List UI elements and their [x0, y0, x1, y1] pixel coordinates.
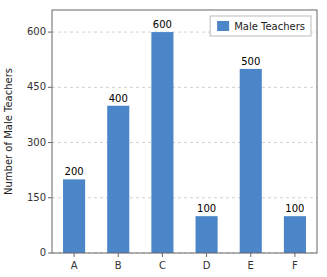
- bar: [63, 179, 85, 253]
- y-tick-label: 450: [27, 81, 46, 92]
- x-tick-label: F: [292, 260, 298, 271]
- bar: [151, 32, 173, 253]
- bar: [107, 106, 129, 253]
- y-tick-label: 0: [40, 247, 46, 258]
- bar: [284, 216, 306, 253]
- legend-swatch: [217, 21, 229, 31]
- grid-line: [52, 197, 317, 198]
- y-tick: [48, 32, 52, 33]
- y-tick: [48, 197, 52, 198]
- x-tick: [118, 253, 119, 257]
- data-label: 100: [197, 203, 216, 214]
- chart: 0 150 300 450 600 200 400 600 100 500 100 A B C D E F Num…: [0, 0, 327, 277]
- x-tick-label: E: [248, 260, 254, 271]
- y-tick-label: 150: [27, 192, 46, 203]
- x-tick-label: B: [115, 260, 122, 271]
- legend-label: Male Teachers: [234, 21, 305, 32]
- bars: [63, 32, 306, 253]
- grid-line: [52, 87, 317, 88]
- y-tick-label: 300: [27, 137, 46, 148]
- x-tick-label: C: [159, 260, 166, 271]
- x-tick: [162, 253, 163, 257]
- data-label: 600: [153, 19, 172, 30]
- chart-container: 0 150 300 450 600 200 400 600 100 500 100 A B C D E F Num…: [0, 0, 327, 277]
- bar: [240, 69, 262, 253]
- x-tick: [74, 253, 75, 257]
- x-tick-label: A: [71, 260, 78, 271]
- data-label: 100: [285, 203, 304, 214]
- legend: Male Teachers: [210, 16, 311, 36]
- x-tick: [294, 253, 295, 257]
- y-tick-label: 600: [27, 26, 46, 37]
- y-axis-label: Number of Male Teachers: [3, 68, 14, 195]
- y-tick: [48, 253, 52, 254]
- data-label: 200: [65, 166, 84, 177]
- grid-line: [52, 142, 317, 143]
- x-tick: [206, 253, 207, 257]
- legend-box: [210, 16, 311, 36]
- data-label: 400: [109, 93, 128, 104]
- plot-frame: [52, 10, 317, 253]
- x-tick: [250, 253, 251, 257]
- x-tick-label: D: [203, 260, 211, 271]
- data-label: 500: [241, 56, 260, 67]
- bar: [196, 216, 218, 253]
- y-tick: [48, 142, 52, 143]
- y-tick: [48, 87, 52, 88]
